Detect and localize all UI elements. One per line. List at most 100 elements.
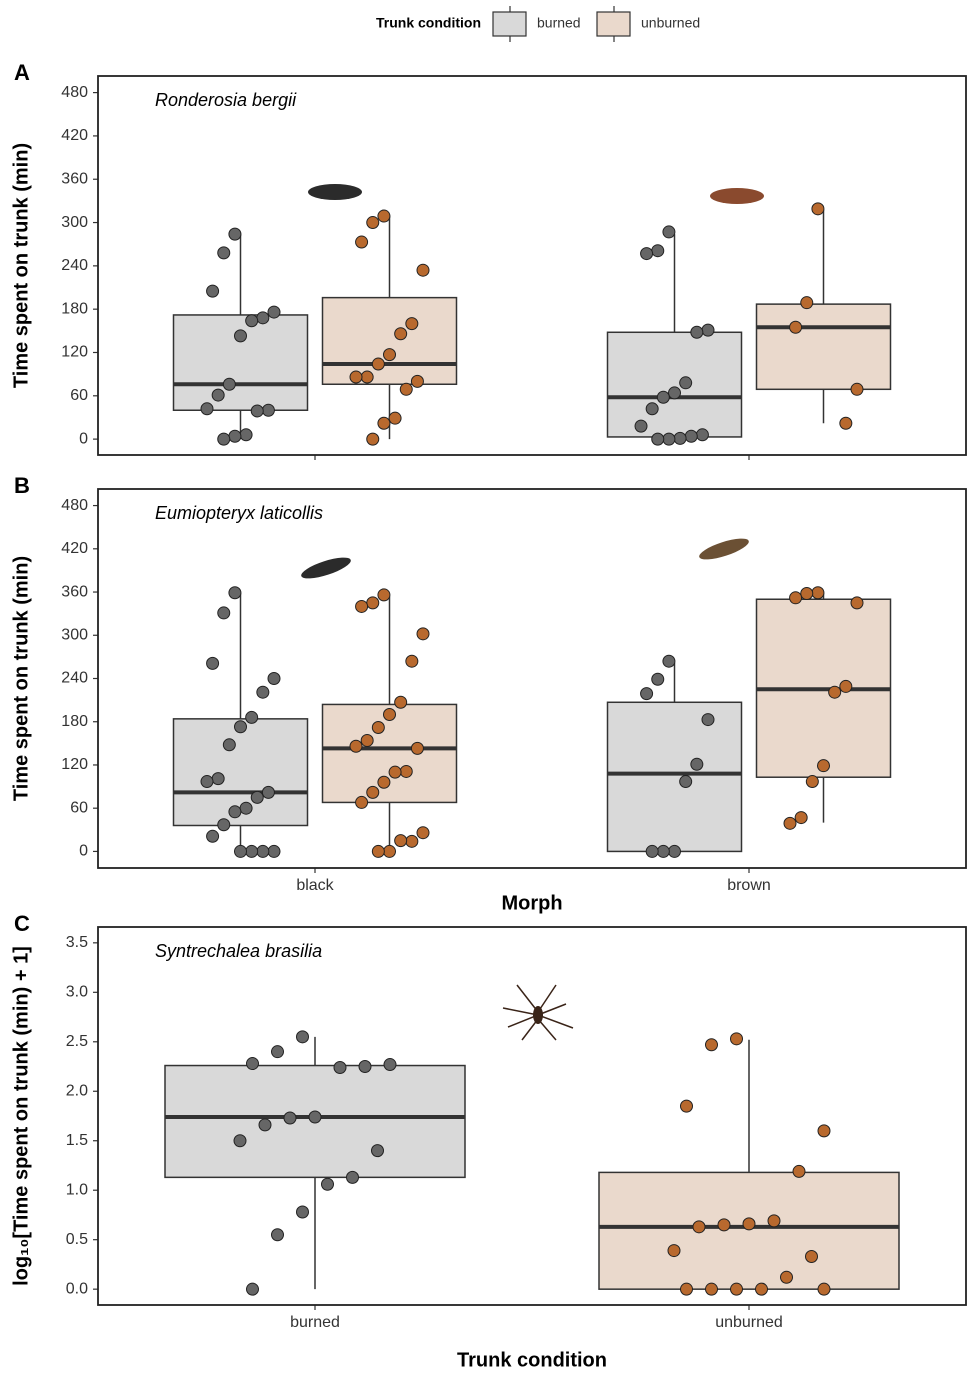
point (239, 428, 253, 442)
silhouettes (301, 184, 764, 1041)
point (701, 713, 715, 727)
point (645, 402, 659, 416)
point (656, 390, 670, 404)
y-tick-label: 1.5 (66, 1132, 88, 1149)
mantis-icon (301, 557, 351, 579)
x-tick-label: brown (727, 877, 771, 894)
point (377, 209, 391, 223)
legend-title: Trunk condition (376, 15, 481, 31)
plot-frame (97, 488, 967, 869)
y-tick-label: 120 (61, 756, 88, 773)
panel-label: C (14, 911, 30, 936)
point (394, 327, 408, 341)
point (371, 357, 385, 371)
point (730, 1032, 743, 1046)
point (271, 1045, 284, 1059)
point (383, 708, 396, 722)
point (634, 419, 648, 433)
y-tick-label: 2.0 (66, 1082, 88, 1099)
x-axis-title: Trunk condition (457, 1349, 607, 1371)
point (371, 720, 385, 734)
point (817, 1282, 831, 1296)
y-tick-label: 420 (61, 127, 88, 144)
point (662, 654, 676, 668)
point (217, 818, 231, 832)
y-tick-label: 480 (61, 84, 88, 101)
point (217, 246, 231, 260)
point (377, 775, 391, 789)
point (258, 1118, 272, 1132)
point (233, 1134, 247, 1148)
point (267, 844, 281, 858)
point (690, 325, 704, 339)
point (690, 757, 704, 771)
point (811, 202, 825, 216)
point (366, 596, 380, 610)
point (383, 348, 396, 362)
point (321, 1177, 334, 1191)
y-tick-label: 0 (79, 430, 88, 447)
point (680, 1099, 693, 1113)
point (256, 685, 270, 699)
insect-icon (308, 184, 362, 200)
point (371, 1144, 384, 1158)
y-tick-label: 300 (61, 626, 88, 643)
point (662, 432, 676, 446)
plot-frame (97, 75, 967, 456)
panel-label: B (14, 473, 30, 498)
point (668, 386, 681, 400)
point (360, 370, 374, 384)
box (321, 296, 458, 386)
point (410, 741, 424, 755)
point (839, 679, 853, 693)
y-tick-label: 0.0 (66, 1280, 88, 1297)
point (394, 834, 408, 848)
point (645, 844, 659, 858)
point (211, 388, 225, 402)
point (399, 764, 413, 778)
point (794, 811, 808, 825)
point (217, 606, 231, 620)
point (651, 432, 665, 446)
legend-label: burned (537, 15, 581, 31)
point (217, 432, 231, 446)
point (679, 376, 693, 390)
y-tick-label: 0 (79, 843, 88, 860)
point (828, 685, 842, 699)
point (692, 1220, 706, 1234)
point (234, 720, 247, 734)
mantis-icon (699, 538, 749, 560)
point (640, 687, 654, 701)
point (705, 1038, 718, 1052)
point (366, 785, 380, 799)
point (228, 805, 242, 819)
point (256, 844, 270, 858)
point (245, 844, 259, 858)
point (817, 759, 830, 773)
point (200, 402, 214, 416)
x-tick-label: black (296, 877, 334, 894)
box (172, 314, 309, 411)
point (206, 656, 220, 670)
point (358, 1060, 372, 1074)
point (695, 428, 709, 442)
point (800, 586, 814, 600)
y-tick-label: 420 (61, 540, 88, 557)
point (296, 1205, 309, 1219)
point (349, 739, 363, 753)
point (256, 311, 270, 325)
point (839, 416, 853, 430)
point (246, 1057, 259, 1071)
point (200, 775, 214, 789)
point (651, 244, 665, 258)
point (371, 844, 385, 858)
point (817, 1124, 831, 1138)
legend-label: unburned (641, 15, 700, 31)
point (388, 765, 402, 779)
point (767, 1214, 781, 1228)
point (684, 429, 698, 443)
point (640, 247, 654, 261)
y-tick-label: 2.5 (66, 1033, 88, 1050)
point (383, 844, 396, 858)
